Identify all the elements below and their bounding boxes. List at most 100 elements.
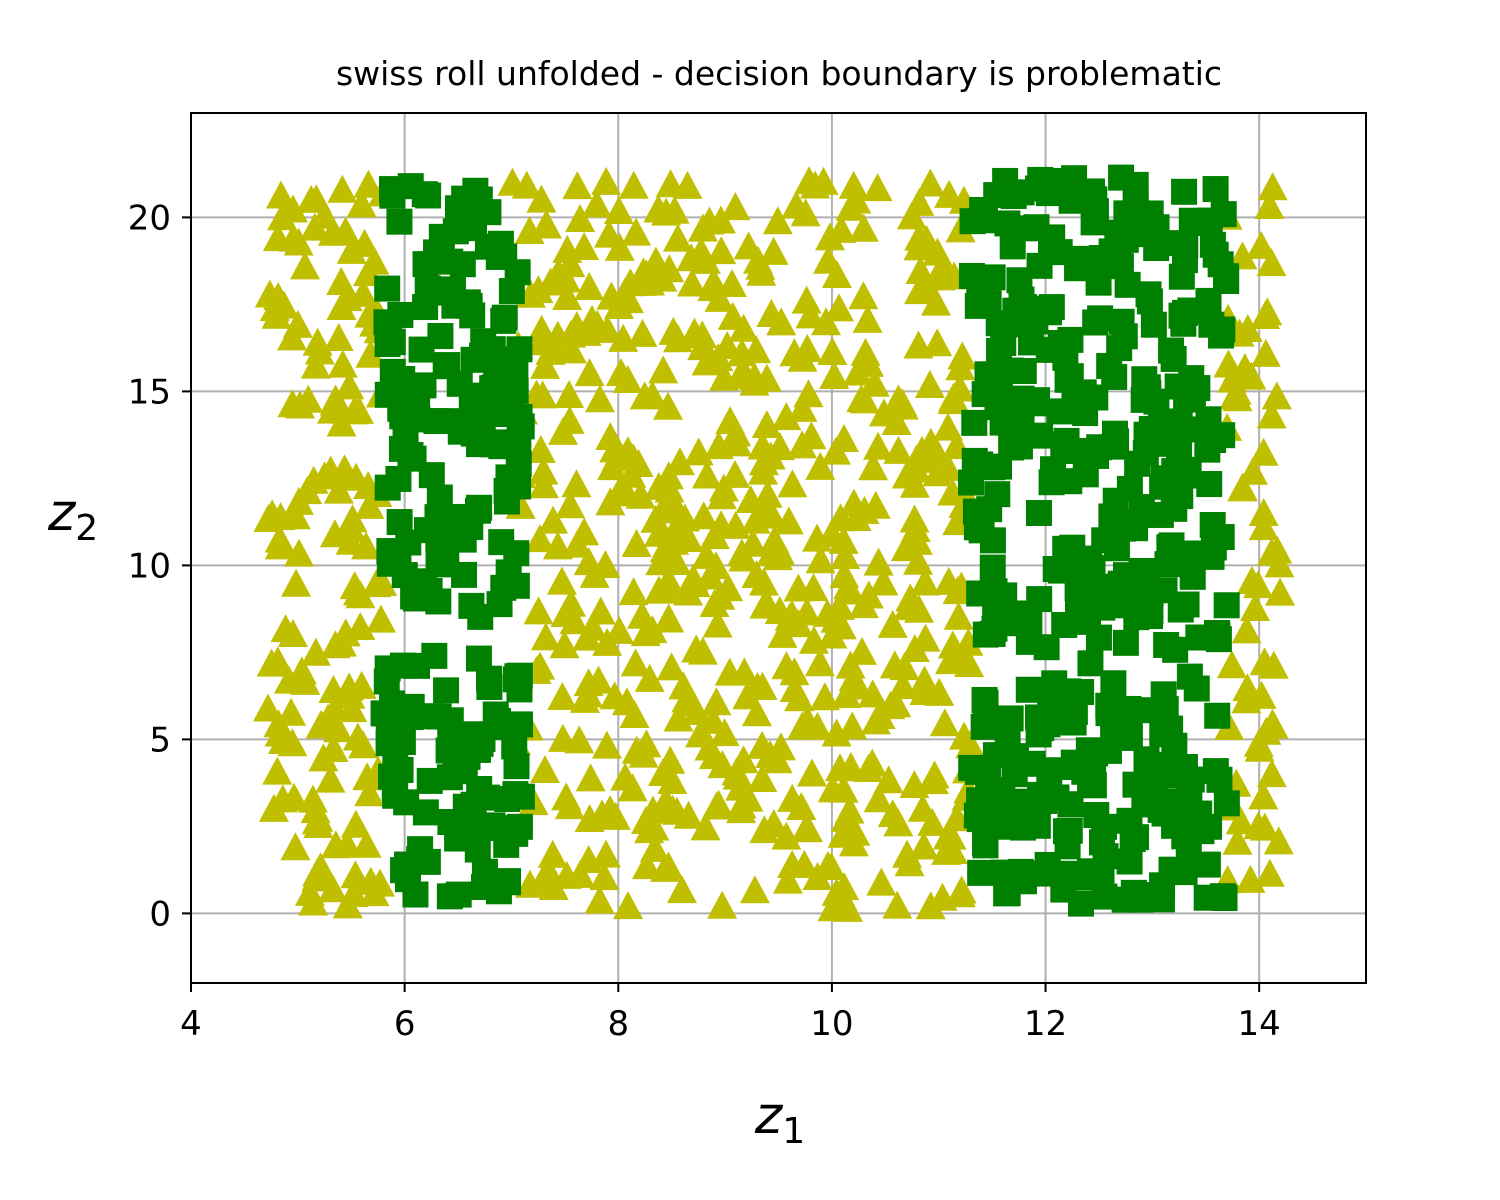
triangle-data-point (591, 730, 622, 759)
square-data-point (991, 582, 1018, 609)
axis-ticks: 4 6 8 10 12 14 0 5 10 15 20 (128, 198, 1281, 1044)
triangle-data-point (497, 167, 528, 196)
triangle-data-point (860, 490, 891, 519)
square-data-point (373, 668, 400, 695)
triangle-data-point (531, 210, 562, 239)
triangle-data-point (747, 763, 778, 792)
square-data-point (1057, 179, 1084, 206)
triangle-data-point (1250, 338, 1281, 367)
triangle-data-point (610, 762, 641, 791)
triangle-data-point (342, 577, 373, 606)
square-data-point (1213, 790, 1240, 817)
triangle-data-point (561, 469, 592, 498)
triangle-data-point (779, 674, 810, 703)
square-data-point (1149, 721, 1176, 748)
square-data-point (1053, 818, 1080, 845)
triangle-data-point (893, 592, 924, 621)
triangle-data-point (728, 543, 759, 572)
triangle-data-point (849, 385, 880, 414)
square-data-point (502, 781, 529, 808)
triangle-data-point (639, 812, 670, 841)
square-data-point (1085, 586, 1112, 613)
triangle-data-point (808, 166, 839, 195)
square-data-point (1075, 737, 1102, 764)
triangle-data-point (850, 337, 881, 366)
triangle-data-point (263, 281, 294, 310)
triangle-data-point (603, 196, 634, 225)
square-data-point (1202, 758, 1229, 785)
triangle-data-point (787, 711, 818, 740)
triangle-data-point (817, 893, 848, 922)
y-axis-label-subscript: 2 (75, 508, 98, 549)
triangle-data-point (625, 480, 656, 509)
triangle-data-point (762, 206, 793, 235)
square-data-point (1054, 547, 1081, 574)
triangle-data-point (554, 379, 585, 408)
triangle-data-point (1237, 456, 1268, 485)
triangle-data-point (1256, 400, 1287, 429)
y-tick-label: 10 (128, 546, 171, 586)
square-data-point (506, 676, 533, 703)
triangle-data-point (332, 829, 363, 858)
triangle-data-point (1249, 647, 1280, 676)
square-data-point (1114, 271, 1141, 298)
square-data-point (1109, 713, 1136, 740)
square-data-point (1051, 611, 1078, 638)
square-data-point (1077, 650, 1104, 677)
triangle-data-point (664, 447, 695, 476)
triangle-data-point (841, 185, 872, 214)
triangle-data-point (749, 815, 780, 844)
triangle-data-point (887, 671, 918, 700)
triangle-data-point (859, 368, 890, 397)
triangle-data-point (932, 452, 963, 481)
triangle-data-point (1236, 361, 1267, 390)
triangle-data-point (309, 461, 340, 490)
triangle-data-point (656, 652, 687, 681)
triangle-data-point (709, 362, 740, 391)
triangle-data-point (1248, 497, 1279, 526)
triangle-data-point (330, 216, 361, 245)
triangle-data-point (661, 796, 692, 825)
triangle-data-point (286, 656, 317, 685)
square-data-point (1010, 358, 1037, 385)
square-data-point (391, 562, 418, 589)
square-data-point (1069, 864, 1096, 891)
square-data-point (1202, 176, 1229, 203)
triangle-data-point (621, 217, 652, 246)
triangle-data-point (837, 711, 868, 740)
triangle-data-point (932, 821, 963, 850)
triangle-data-point (892, 839, 923, 868)
square-data-point (1039, 224, 1066, 251)
triangle-data-point (937, 386, 968, 415)
triangle-data-point (601, 442, 632, 471)
square-data-point (1172, 232, 1199, 259)
square-data-point (386, 208, 413, 235)
square-data-point (501, 733, 528, 760)
square-data-point (378, 763, 405, 790)
triangle-data-point (612, 364, 643, 393)
triangle-data-point (323, 475, 354, 504)
triangle-data-point (830, 540, 861, 569)
triangle-data-point (265, 180, 296, 209)
triangle-data-point (696, 345, 727, 374)
triangle-data-point (857, 679, 888, 708)
square-data-point (476, 665, 503, 692)
triangle-data-point (772, 865, 803, 894)
square-data-point (495, 559, 522, 586)
triangle-data-point (905, 256, 936, 285)
triangle-data-point (825, 503, 856, 532)
triangle-data-point (603, 290, 634, 319)
square-data-point (1145, 751, 1172, 778)
triangle-data-point (355, 339, 386, 368)
triangle-data-point (607, 470, 638, 499)
triangle-data-point (352, 762, 383, 791)
square-data-point (1137, 200, 1164, 227)
square-data-point (1171, 299, 1198, 326)
triangle-data-point (525, 434, 556, 463)
triangle-data-point (943, 601, 974, 630)
triangle-data-point (824, 293, 855, 322)
triangle-data-point (908, 831, 939, 860)
square-data-point (1091, 883, 1118, 910)
triangle-data-point (791, 285, 822, 314)
square-data-point (1174, 456, 1201, 483)
